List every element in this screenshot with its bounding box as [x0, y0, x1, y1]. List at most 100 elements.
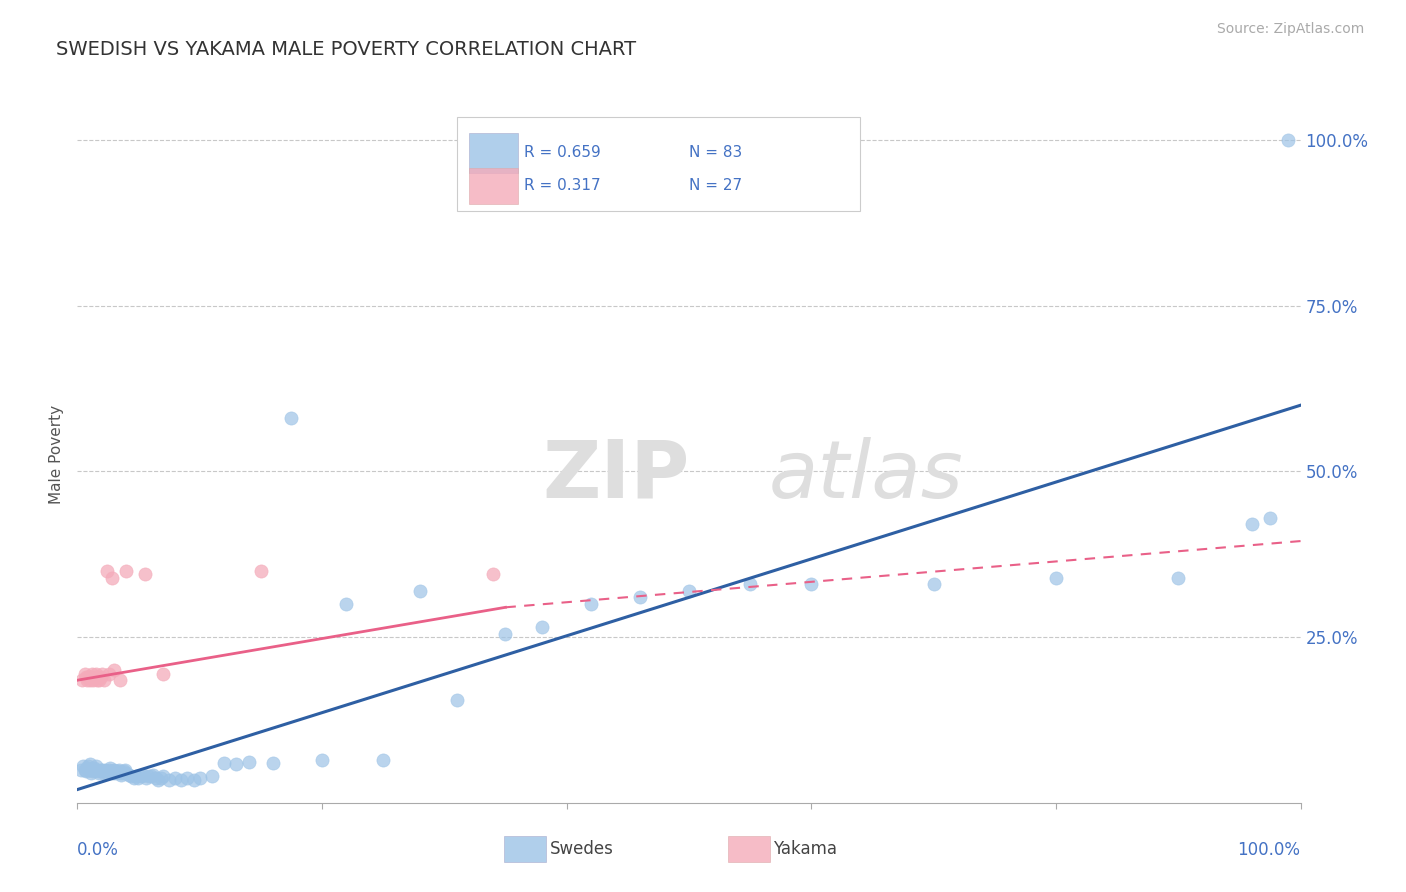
Point — [212, 756, 235, 770]
Point — [89, 673, 111, 688]
Point — [105, 766, 128, 780]
Point — [77, 670, 100, 684]
Point — [83, 761, 105, 775]
Point — [122, 771, 145, 785]
Point — [129, 769, 152, 783]
Text: R = 0.317: R = 0.317 — [524, 178, 600, 194]
Text: Swedes: Swedes — [550, 839, 613, 858]
Point — [101, 766, 124, 780]
Point — [108, 673, 131, 688]
Point — [108, 763, 131, 777]
Point — [125, 769, 148, 783]
Point — [80, 670, 103, 684]
Point — [280, 411, 302, 425]
Point — [84, 666, 107, 681]
Point — [1045, 570, 1067, 584]
Point — [115, 766, 138, 780]
Point — [678, 583, 700, 598]
FancyBboxPatch shape — [457, 118, 860, 211]
Point — [1258, 511, 1281, 525]
Point — [922, 577, 945, 591]
Point — [250, 564, 273, 578]
Point — [132, 768, 155, 782]
Point — [136, 769, 159, 783]
Point — [128, 771, 150, 785]
Point — [79, 757, 101, 772]
Point — [628, 591, 651, 605]
FancyBboxPatch shape — [468, 168, 517, 203]
Point — [86, 763, 108, 777]
Text: 0.0%: 0.0% — [77, 841, 120, 859]
Point — [165, 771, 187, 785]
Point — [82, 673, 104, 688]
Point — [70, 763, 93, 777]
Point — [142, 768, 165, 782]
Text: SWEDISH VS YAKAMA MALE POVERTY CORRELATION CHART: SWEDISH VS YAKAMA MALE POVERTY CORRELATI… — [56, 40, 637, 59]
Point — [80, 766, 103, 780]
Text: ZIP: ZIP — [543, 437, 689, 515]
Point — [170, 772, 193, 787]
Point — [90, 763, 112, 777]
Point — [75, 670, 97, 684]
Point — [201, 769, 224, 783]
Point — [107, 764, 129, 778]
Point — [89, 766, 111, 780]
Point — [79, 763, 101, 777]
Point — [145, 771, 167, 785]
Point — [1277, 133, 1299, 147]
Point — [91, 764, 114, 778]
Point — [98, 666, 121, 681]
Point — [482, 567, 505, 582]
Y-axis label: Male Poverty: Male Poverty — [49, 405, 65, 505]
Point — [1167, 570, 1189, 584]
Point — [72, 759, 94, 773]
Point — [495, 627, 517, 641]
Point — [188, 771, 211, 785]
Point — [371, 753, 394, 767]
Point — [90, 763, 112, 777]
Point — [139, 769, 162, 783]
Point — [98, 761, 121, 775]
Point — [75, 764, 97, 778]
Point — [1240, 517, 1263, 532]
Point — [79, 673, 101, 688]
Point — [225, 757, 247, 772]
Point — [108, 766, 131, 780]
Point — [70, 673, 93, 688]
Point — [262, 756, 284, 770]
Point — [80, 763, 103, 777]
Text: N = 83: N = 83 — [689, 145, 742, 161]
Point — [409, 583, 432, 598]
FancyBboxPatch shape — [468, 133, 517, 173]
Point — [183, 772, 205, 787]
Point — [96, 564, 118, 578]
Point — [103, 763, 125, 777]
Point — [311, 753, 333, 767]
Point — [90, 666, 112, 681]
Text: 100.0%: 100.0% — [1237, 841, 1301, 859]
Point — [579, 597, 602, 611]
Point — [157, 772, 180, 787]
Point — [76, 761, 98, 775]
Text: N = 27: N = 27 — [689, 178, 742, 194]
Point — [87, 670, 110, 684]
Text: Yakama: Yakama — [773, 839, 838, 858]
Point — [446, 693, 468, 707]
Point — [800, 577, 823, 591]
Point — [152, 666, 174, 681]
Point — [87, 764, 110, 778]
Point — [176, 771, 198, 785]
Point — [335, 597, 357, 611]
Point — [93, 673, 115, 688]
Point — [118, 768, 141, 782]
Point — [114, 763, 136, 777]
Point — [238, 755, 260, 769]
Point — [80, 666, 103, 681]
Point — [149, 771, 172, 785]
Point — [98, 763, 121, 777]
Point — [96, 764, 118, 778]
Point — [73, 763, 96, 777]
Point — [120, 769, 142, 783]
Point — [152, 769, 174, 783]
Point — [90, 670, 112, 684]
